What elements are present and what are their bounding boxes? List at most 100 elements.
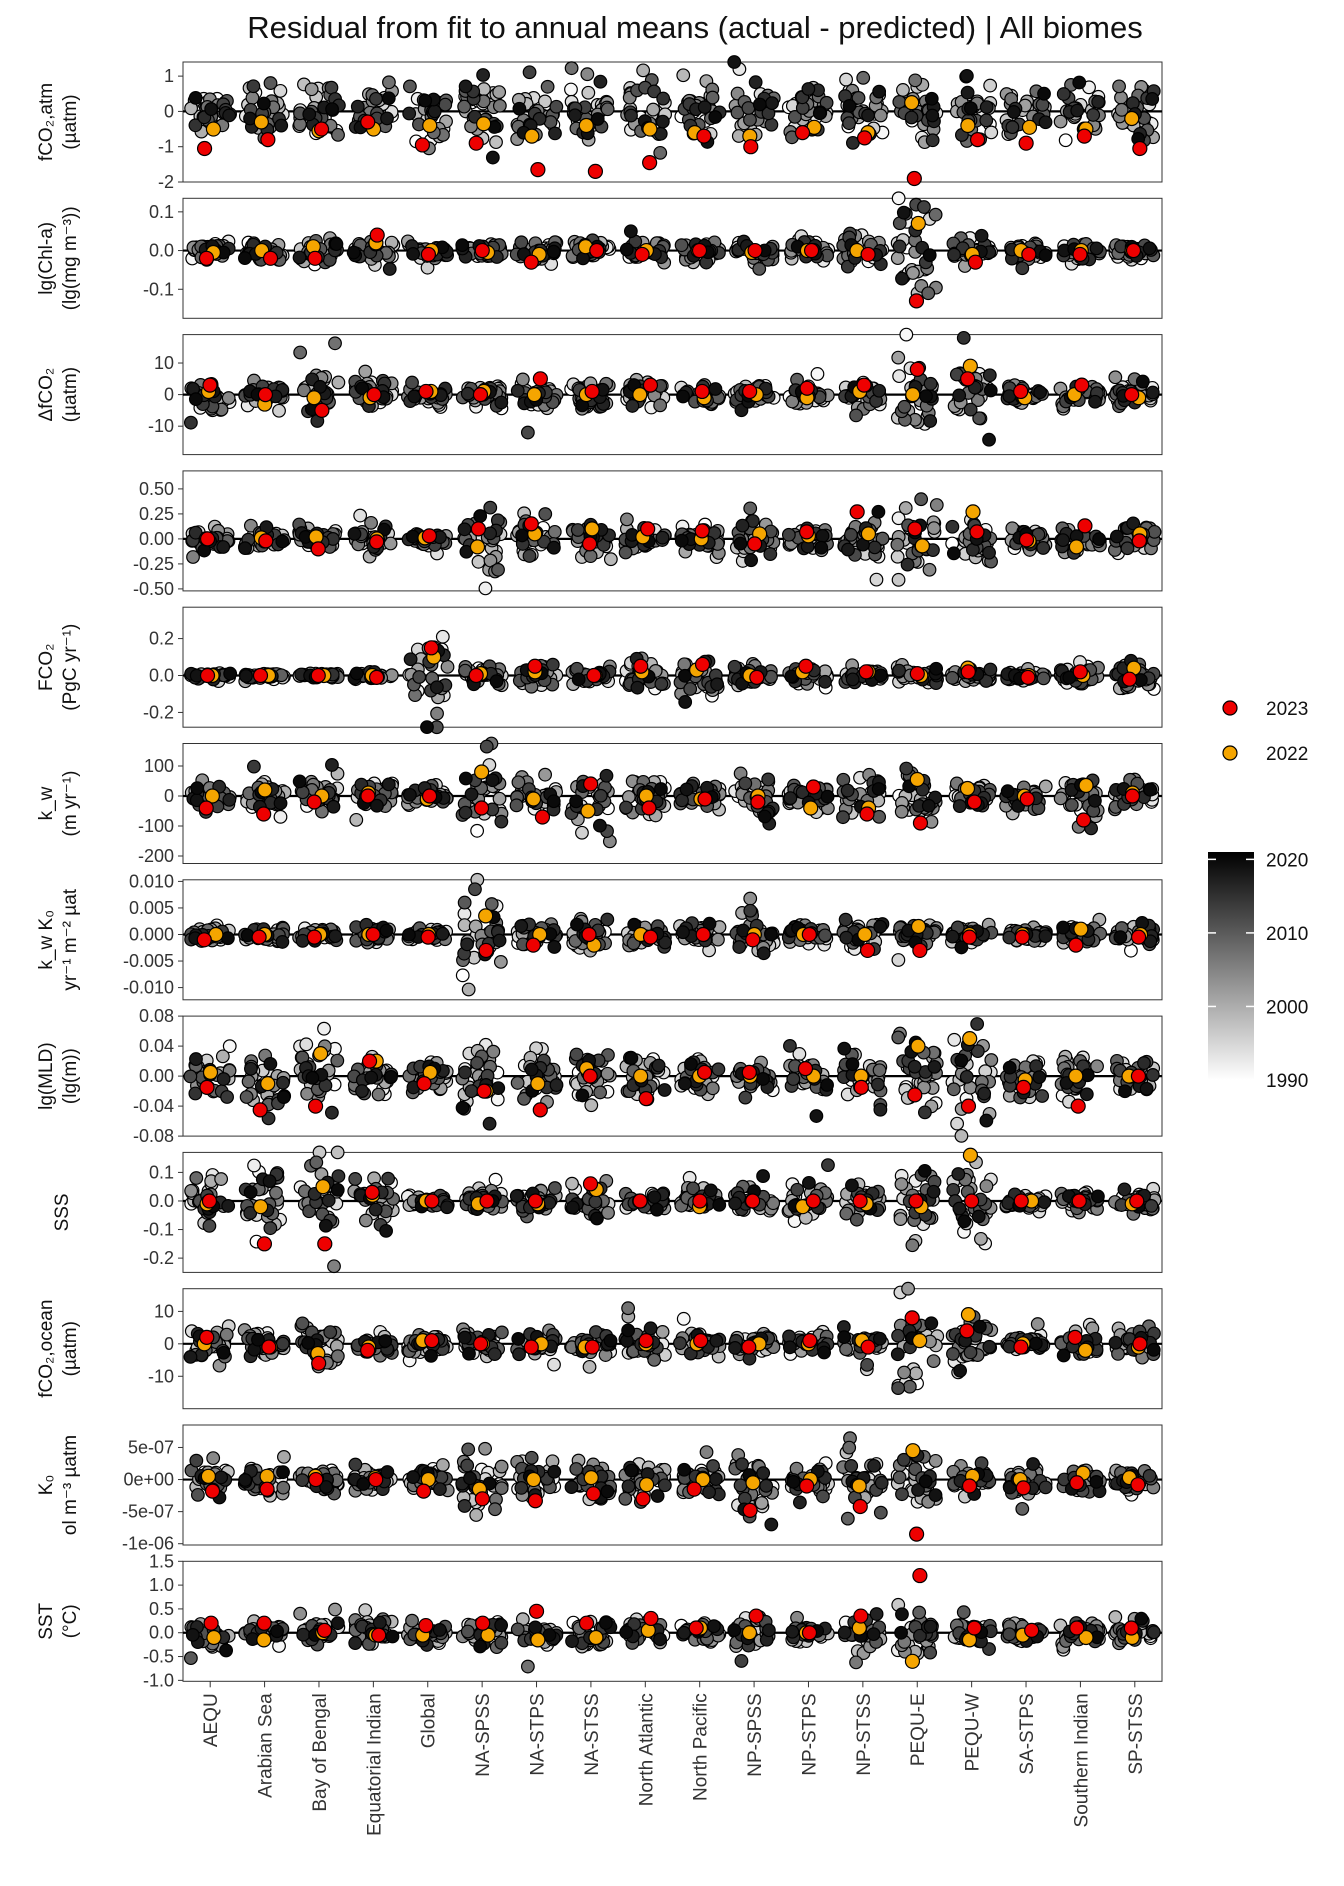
point-2023 — [854, 1080, 868, 1094]
y-axis-label: (PgC yr⁻¹) — [60, 624, 81, 711]
point-2023 — [1073, 247, 1087, 261]
data-point — [303, 108, 316, 121]
data-point — [419, 94, 432, 107]
point-2023 — [526, 938, 540, 952]
point-2023 — [744, 140, 758, 154]
data-point — [712, 933, 725, 946]
data-point — [456, 1101, 469, 1114]
data-point — [728, 56, 741, 69]
data-point — [946, 520, 959, 533]
data-point — [550, 1079, 563, 1092]
data-point — [332, 129, 345, 142]
data-point — [680, 783, 693, 796]
point-2023 — [798, 1062, 812, 1076]
point-2023 — [1019, 136, 1033, 150]
data-point — [403, 929, 416, 942]
point-2023 — [584, 777, 598, 791]
point-2023 — [806, 780, 820, 794]
point-2023 — [1125, 388, 1139, 402]
y-tick-label: -0.1 — [143, 279, 174, 299]
data-point — [347, 246, 360, 259]
data-point — [511, 1077, 524, 1090]
data-point — [247, 80, 260, 93]
point-2023 — [583, 1069, 597, 1083]
point-2023 — [528, 659, 542, 673]
data-point — [698, 101, 711, 114]
data-point — [525, 1063, 538, 1076]
data-point — [928, 522, 941, 535]
data-point — [458, 523, 471, 536]
point-2022 — [1022, 120, 1036, 134]
data-point — [332, 376, 345, 389]
point-2023 — [913, 816, 927, 830]
point-2023 — [644, 930, 658, 944]
point-2023 — [366, 927, 380, 941]
point-2023 — [361, 789, 375, 803]
point-2023 — [1014, 384, 1028, 398]
data-point — [734, 537, 747, 550]
data-point — [571, 918, 584, 931]
data-point — [428, 105, 441, 118]
data-point — [1140, 1082, 1153, 1095]
point-2023 — [698, 792, 712, 806]
data-point — [948, 1033, 961, 1046]
data-point — [471, 825, 484, 838]
y-tick-label: -2 — [158, 172, 174, 192]
y-tick-label: 0 — [164, 101, 174, 121]
data-point — [594, 75, 607, 88]
point-2023 — [971, 133, 985, 147]
point-2023 — [311, 669, 325, 683]
data-point — [955, 1054, 968, 1067]
data-point — [572, 524, 585, 537]
data-point — [924, 377, 937, 390]
data-point — [217, 1073, 230, 1086]
data-point — [1037, 542, 1050, 555]
point-2023 — [533, 1103, 547, 1117]
data-point — [184, 1070, 197, 1083]
data-point — [483, 1117, 496, 1130]
data-point — [891, 252, 904, 265]
data-point — [742, 102, 755, 115]
point-2023 — [423, 789, 437, 803]
point-2023 — [469, 669, 483, 683]
data-point — [539, 508, 552, 521]
data-point — [872, 783, 885, 796]
data-point — [845, 529, 858, 542]
data-point — [786, 395, 799, 408]
point-2022 — [261, 1077, 275, 1091]
data-point — [765, 928, 778, 941]
data-point — [274, 811, 287, 824]
data-point — [459, 1066, 472, 1079]
data-point — [441, 661, 454, 674]
point-2023 — [419, 384, 433, 398]
data-point — [1148, 526, 1161, 539]
point-2023 — [264, 251, 278, 265]
point-2023 — [800, 381, 814, 395]
data-point — [189, 92, 202, 105]
data-point — [242, 1075, 255, 1088]
data-point — [1089, 395, 1102, 408]
data-point — [516, 529, 529, 542]
data-point — [264, 1058, 277, 1071]
data-point — [550, 100, 563, 113]
y-tick-label: -10 — [148, 416, 174, 436]
data-point — [980, 1114, 993, 1127]
data-point — [513, 102, 526, 115]
data-point — [925, 92, 938, 105]
point-2022 — [911, 216, 925, 230]
point-2023 — [197, 933, 211, 947]
point-2023 — [1069, 938, 1083, 952]
point-2023 — [471, 522, 485, 536]
data-point — [677, 390, 690, 403]
y-tick-label: 0.1 — [149, 202, 174, 222]
y-axis-label: lg(Chl-a) — [36, 222, 57, 295]
data-point — [802, 83, 815, 96]
data-point — [436, 928, 449, 941]
point-2023 — [307, 930, 321, 944]
data-point — [276, 535, 289, 548]
data-point — [926, 109, 939, 122]
data-point — [549, 127, 562, 140]
data-point — [326, 759, 339, 772]
data-point — [862, 109, 875, 122]
